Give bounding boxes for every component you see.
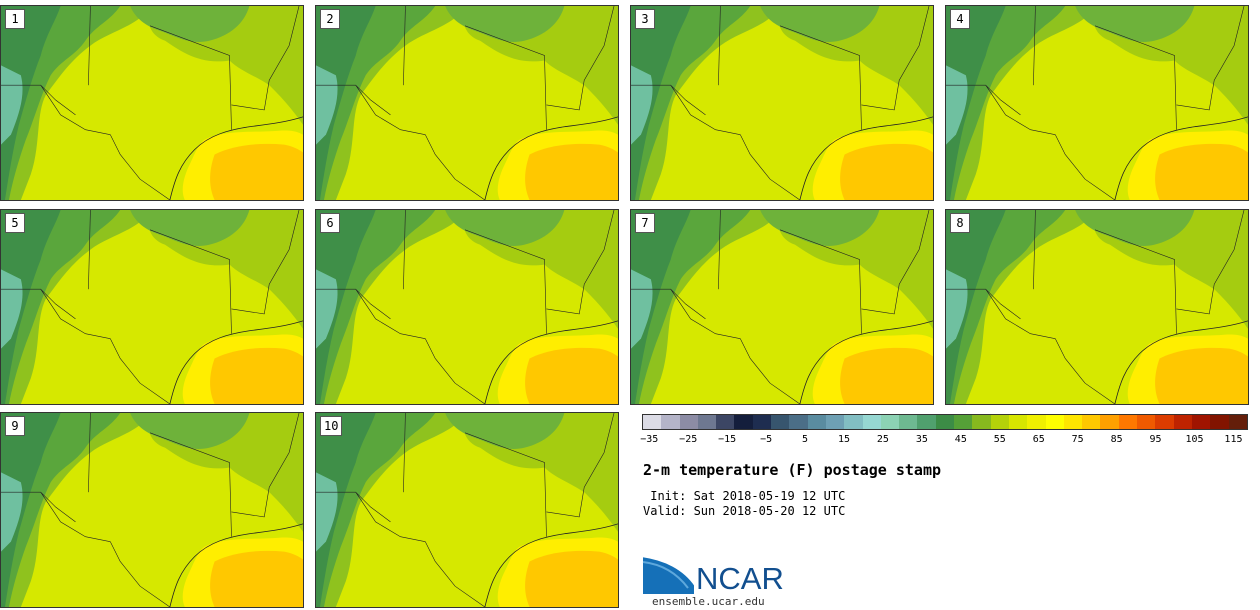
colorbar-tick-label: 15 [837, 434, 851, 445]
ensemble-member-panel: 7 [630, 209, 934, 405]
colorbar-tick-label: 45 [954, 434, 967, 445]
panel-number: 1 [5, 9, 25, 29]
panel-number: 7 [635, 213, 655, 233]
panel-number: 5 [5, 213, 25, 233]
colorbar-swatch [734, 415, 753, 429]
valid-time: Valid: Sun 2018-05-20 12 UTC [643, 504, 846, 518]
colorbar-tick-label: 105 [1185, 434, 1204, 445]
colorbar-swatch [1045, 415, 1064, 429]
colorbar-tick-label: 35 [915, 434, 928, 445]
colorbar-swatch [697, 415, 717, 429]
colorbar-swatch [1063, 415, 1083, 429]
colorbar-swatch [1008, 415, 1028, 429]
colorbar-swatch [1191, 415, 1211, 429]
ensemble-member-panel: 3 [630, 5, 934, 201]
colorbar-swatch [1228, 415, 1247, 429]
colorbar-tick-label: 5 [802, 434, 809, 445]
colorbar-swatch [716, 415, 735, 429]
colorbar-tick-label: 55 [993, 434, 1006, 445]
colorbar-swatch [643, 415, 662, 429]
colorbar-swatch [1137, 415, 1156, 429]
colorbar-swatch [1082, 415, 1101, 429]
ensemble-member-panel: 6 [315, 209, 619, 405]
temperature-colorbar [642, 414, 1248, 430]
ensemble-member-panel: 10 [315, 412, 619, 608]
panel-number: 4 [950, 9, 970, 29]
panel-number: 9 [5, 416, 25, 436]
colorbar-swatch [844, 415, 863, 429]
colorbar-tick-label: 85 [1110, 434, 1123, 445]
colorbar-tick-label: −15 [718, 434, 737, 445]
colorbar-swatch [789, 415, 808, 429]
colorbar-swatch [1210, 415, 1229, 429]
colorbar-tick-label: −5 [760, 434, 773, 445]
ncar-logo-icon [642, 554, 698, 594]
panel-number: 6 [320, 213, 340, 233]
colorbar-swatch [899, 415, 918, 429]
ensemble-member-panel: 8 [945, 209, 1249, 405]
colorbar-tick-labels: −35 −25 −15 −5 5 15 25 35 45 55 65 75 85 95 105 115 [640, 432, 1248, 448]
colorbar-swatch [752, 415, 772, 429]
colorbar-swatch [661, 415, 680, 429]
colorbar-swatch [825, 415, 845, 429]
colorbar-swatch [990, 415, 1009, 429]
colorbar-tick-label: −35 [640, 434, 659, 445]
colorbar-swatch [807, 415, 826, 429]
panel-number: 2 [320, 9, 340, 29]
colorbar-swatch [972, 415, 991, 429]
ncar-logo-text: NCAR [696, 561, 784, 596]
colorbar-swatch [679, 415, 698, 429]
panel-number: 10 [320, 416, 343, 436]
colorbar-tick-label: 95 [1149, 434, 1162, 445]
panel-number: 8 [950, 213, 970, 233]
colorbar-tick-label: 75 [1071, 434, 1084, 445]
colorbar-swatch [1027, 415, 1046, 429]
colorbar-swatch [771, 415, 790, 429]
colorbar-swatch [954, 415, 973, 429]
ensemble-member-panel: 1 [0, 5, 304, 201]
colorbar-swatch [862, 415, 881, 429]
colorbar-swatch [1155, 415, 1174, 429]
plot-title: 2-m temperature (F) postage stamp [643, 461, 942, 479]
ensemble-url: ensemble.ucar.edu [652, 595, 765, 608]
ensemble-member-panel: 5 [0, 209, 304, 405]
colorbar-tick-label: −25 [679, 434, 698, 445]
colorbar-tick-label: 25 [876, 434, 889, 445]
ensemble-member-panel: 9 [0, 412, 304, 608]
colorbar-swatch [917, 415, 936, 429]
panel-number: 3 [635, 9, 655, 29]
colorbar-swatch [1100, 415, 1119, 429]
colorbar-tick-label: 65 [1032, 434, 1045, 445]
init-time: Init: Sat 2018-05-19 12 UTC [643, 489, 846, 503]
colorbar-swatch [935, 415, 955, 429]
ensemble-member-panel: 4 [945, 5, 1249, 201]
ensemble-member-panel: 2 [315, 5, 619, 201]
colorbar-tick-label: 115 [1224, 434, 1243, 445]
colorbar-swatch [1173, 415, 1192, 429]
colorbar-swatch [1118, 415, 1138, 429]
colorbar-swatch [880, 415, 900, 429]
